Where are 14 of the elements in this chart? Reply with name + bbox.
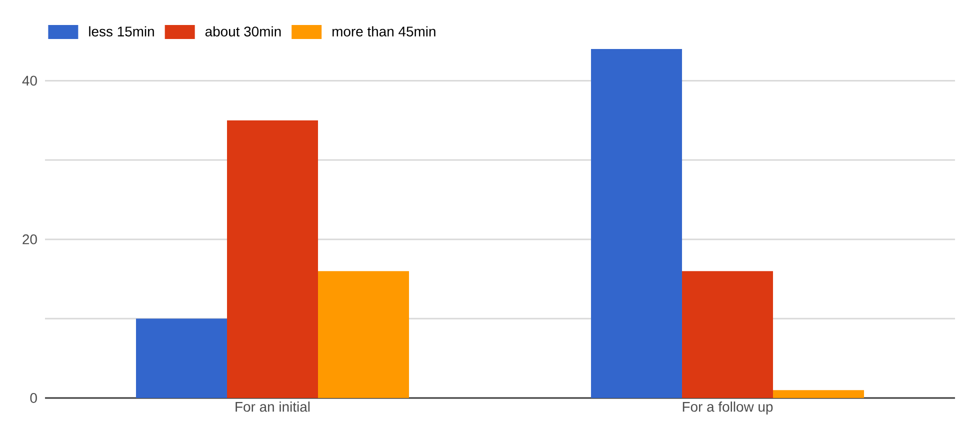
- legend-label: more than 45min: [332, 26, 436, 36]
- bar: [227, 120, 318, 398]
- bar: [318, 271, 410, 398]
- y-tick-label: 20: [22, 234, 37, 244]
- bar: [682, 271, 774, 398]
- x-tick-label: For a follow up: [682, 402, 773, 415]
- legend-label: less 15min: [89, 26, 154, 36]
- bar: [773, 390, 864, 398]
- y-tick-label: 0: [30, 393, 37, 403]
- bar: [591, 49, 682, 398]
- x-tick-label: For an initial: [236, 402, 310, 412]
- legend-label: about 30min: [205, 26, 281, 36]
- bar: [136, 318, 228, 398]
- y-tick-label: 40: [22, 76, 37, 86]
